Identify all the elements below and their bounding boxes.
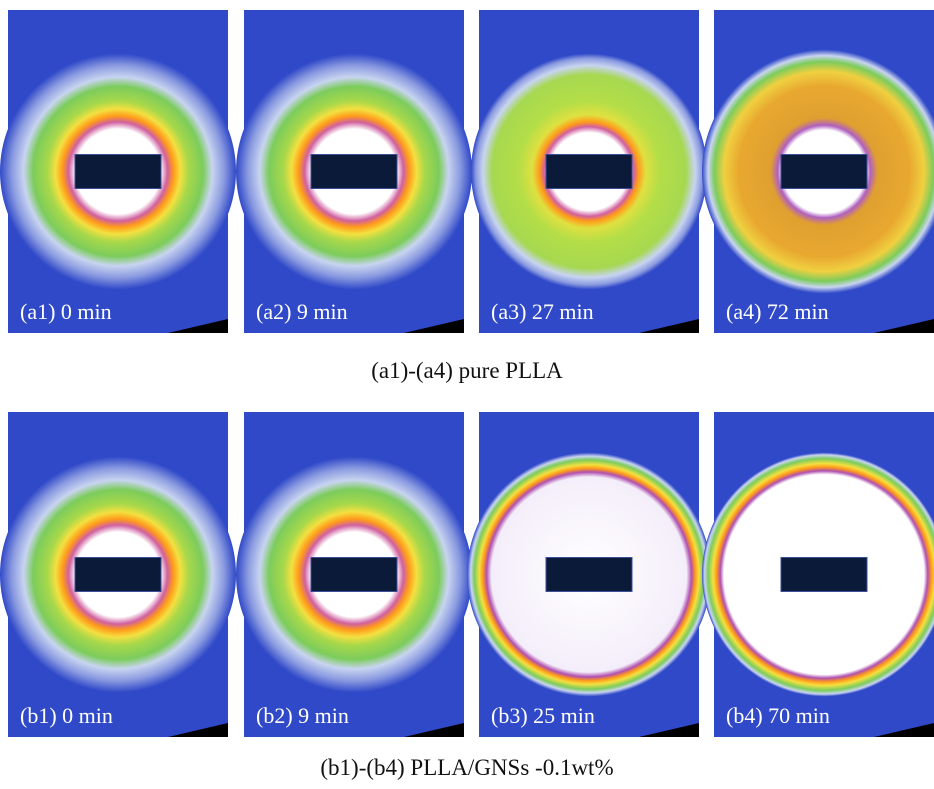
beamstop (545, 154, 633, 189)
detector-edge (168, 319, 228, 333)
panel-label: (b1) 0 min (20, 703, 113, 728)
panel: (a2) 9 min (236, 10, 472, 333)
detector-edge (404, 723, 464, 737)
panel-label: (a2) 9 min (256, 299, 348, 324)
panel: (b2) 9 min (236, 412, 472, 737)
panel: (b4) 70 min (702, 412, 934, 737)
beamstop (74, 154, 162, 189)
beamstop (74, 557, 162, 592)
detector-edge (639, 319, 699, 333)
panel: (a1) 0 min (0, 10, 236, 333)
panel-label: (b4) 70 min (726, 703, 830, 728)
beamstop (310, 154, 398, 189)
row-caption: (b1)-(b4) PLLA/GNSs -0.1wt% (320, 755, 613, 780)
beamstop (780, 557, 868, 592)
beamstop (545, 557, 633, 592)
detector-edge (168, 723, 228, 737)
row-caption: (a1)-(a4) pure PLLA (371, 358, 563, 383)
panel-label: (b3) 25 min (491, 703, 595, 728)
beamstop (310, 557, 398, 592)
panel-label: (a4) 72 min (726, 299, 829, 324)
beamstop (780, 154, 868, 189)
detector-edge (404, 319, 464, 333)
panel-label: (a1) 0 min (20, 299, 112, 324)
detector-edge (639, 723, 699, 737)
panel-label: (b2) 9 min (256, 703, 349, 728)
detector-edge (874, 723, 934, 737)
panel: (b1) 0 min (0, 412, 236, 737)
detector-edge (874, 319, 934, 333)
panel-label: (a3) 27 min (491, 299, 594, 324)
panel: (a4) 72 min (702, 10, 934, 333)
panel: (b3) 25 min (467, 412, 711, 737)
panel: (a3) 27 min (471, 10, 707, 333)
